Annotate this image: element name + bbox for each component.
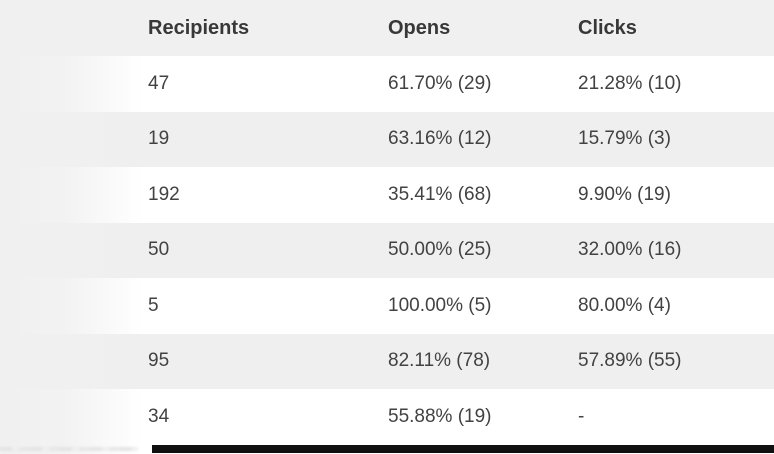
cell-clicks: - [578, 405, 585, 427]
cell-recipients: 47 [148, 72, 170, 94]
cell-clicks: 32.00% (16) [578, 239, 682, 261]
cell-recipients: 19 [148, 128, 170, 150]
column-header-recipients: Recipients [148, 16, 250, 39]
table-header-row: Recipients Opens Clicks [0, 0, 774, 56]
cell-opens: 50.00% (25) [388, 239, 492, 261]
cell-recipients: 95 [148, 350, 170, 372]
cell-recipients: 5 [148, 294, 159, 316]
table-row[interactable]: 19 63.16% (12) 15.79% (3) [0, 111, 774, 167]
cell-clicks: 9.90% (19) [578, 183, 671, 205]
cropped-bottom-element [152, 445, 774, 453]
table-row[interactable]: 5 100.00% (5) 80.00% (4) [0, 278, 774, 334]
column-header-clicks: Clicks [578, 16, 637, 39]
cell-clicks: 57.89% (55) [578, 350, 682, 372]
table-row[interactable]: 192 35.41% (68) 9.90% (19) [0, 167, 774, 223]
column-header-opens: Opens [388, 16, 451, 39]
cell-clicks: 21.28% (10) [578, 72, 682, 94]
table-row[interactable]: 34 55.88% (19) - [0, 389, 774, 445]
faded-content-remnant [0, 447, 138, 451]
cell-recipients: 50 [148, 239, 170, 261]
cell-clicks: 80.00% (4) [578, 294, 671, 316]
cell-recipients: 192 [148, 183, 180, 205]
cell-opens: 35.41% (68) [388, 183, 492, 205]
table-row[interactable]: 50 50.00% (25) 32.00% (16) [0, 222, 774, 278]
cell-opens: 63.16% (12) [388, 128, 492, 150]
cell-opens: 100.00% (5) [388, 294, 492, 316]
cell-opens: 82.11% (78) [388, 350, 491, 372]
cell-opens: 55.88% (19) [388, 405, 492, 427]
cell-recipients: 34 [148, 405, 170, 427]
cell-clicks: 15.79% (3) [578, 128, 671, 150]
cell-opens: 61.70% (29) [388, 72, 492, 94]
table-row[interactable]: 95 82.11% (78) 57.89% (55) [0, 333, 774, 389]
table-row[interactable]: 47 61.70% (29) 21.28% (10) [0, 56, 774, 112]
